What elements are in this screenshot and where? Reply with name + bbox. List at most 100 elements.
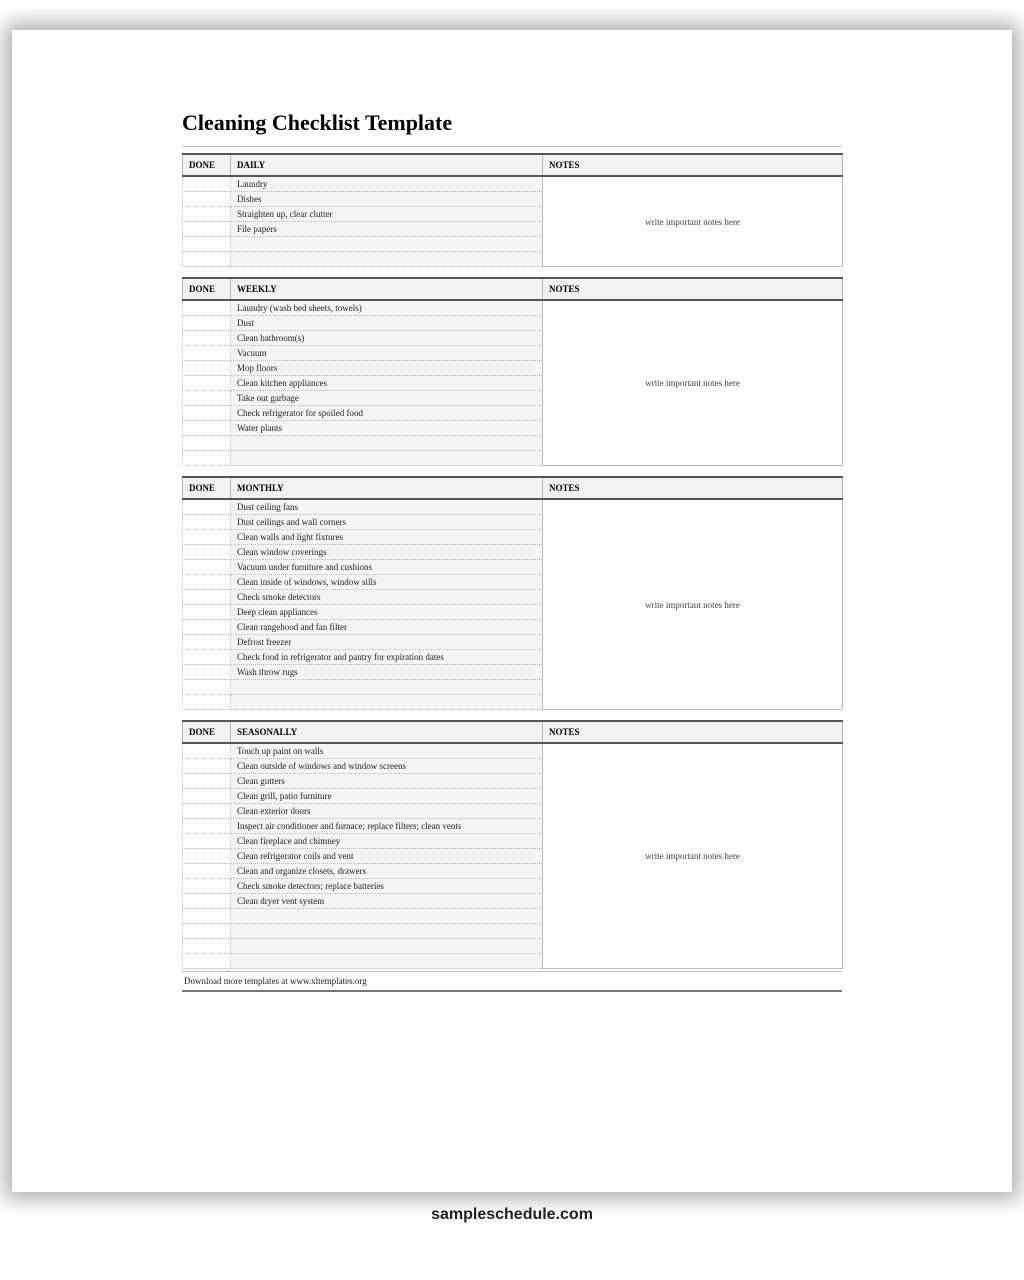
task-cell-blank xyxy=(231,680,543,695)
task-cell: Mop floors xyxy=(231,361,543,376)
done-checkbox[interactable] xyxy=(183,635,231,650)
done-checkbox[interactable] xyxy=(183,391,231,406)
done-checkbox[interactable] xyxy=(183,924,231,939)
task-cell: Dust ceilings and wall corners xyxy=(231,515,543,530)
section-weekly: DONEWEEKLYNOTESLaundry (wash bed sheets,… xyxy=(182,277,843,466)
done-checkbox[interactable] xyxy=(183,864,231,879)
task-cell: Touch up paint on walls xyxy=(231,743,543,759)
task-cell: Clean refrigerator coils and vent xyxy=(231,849,543,864)
done-checkbox[interactable] xyxy=(183,774,231,789)
section-gap xyxy=(182,710,842,720)
task-cell: Vacuum xyxy=(231,346,543,361)
done-checkbox[interactable] xyxy=(183,545,231,560)
done-checkbox[interactable] xyxy=(183,665,231,680)
done-checkbox[interactable] xyxy=(183,939,231,954)
done-checkbox[interactable] xyxy=(183,894,231,909)
done-checkbox[interactable] xyxy=(183,789,231,804)
done-checkbox[interactable] xyxy=(183,560,231,575)
task-cell-blank xyxy=(231,237,543,252)
col-period-header: SEASONALLY xyxy=(231,721,543,743)
section-monthly: DONEMONTHLYNOTESDust ceiling fanswrite i… xyxy=(182,476,843,710)
task-cell: Clean fireplace and chimney xyxy=(231,834,543,849)
section-seasonally: DONESEASONALLYNOTESTouch up paint on wal… xyxy=(182,720,843,969)
done-checkbox[interactable] xyxy=(183,176,231,192)
col-done-header: DONE xyxy=(183,721,231,743)
task-cell: File papers xyxy=(231,222,543,237)
task-cell: Wash throw rugs xyxy=(231,665,543,680)
done-checkbox[interactable] xyxy=(183,237,231,252)
done-checkbox[interactable] xyxy=(183,909,231,924)
task-cell: Deep clean appliances xyxy=(231,605,543,620)
done-checkbox[interactable] xyxy=(183,530,231,545)
task-cell: Clean walls and light fixtures xyxy=(231,530,543,545)
page-title: Cleaning Checklist Template xyxy=(182,110,842,140)
done-checkbox[interactable] xyxy=(183,436,231,451)
done-checkbox[interactable] xyxy=(183,879,231,894)
done-checkbox[interactable] xyxy=(183,376,231,391)
col-notes-header: NOTES xyxy=(543,154,843,176)
task-cell: Clean rangehood and fan filter xyxy=(231,620,543,635)
done-checkbox[interactable] xyxy=(183,954,231,969)
done-checkbox[interactable] xyxy=(183,451,231,466)
done-checkbox[interactable] xyxy=(183,252,231,267)
done-checkbox[interactable] xyxy=(183,759,231,774)
task-cell: Inspect air conditioner and furnace; rep… xyxy=(231,819,543,834)
task-cell: Defrost freezer xyxy=(231,635,543,650)
task-cell: Clean inside of windows, window sills xyxy=(231,575,543,590)
col-done-header: DONE xyxy=(183,278,231,300)
done-checkbox[interactable] xyxy=(183,650,231,665)
document-page: Cleaning Checklist Template DONEDAILYNOT… xyxy=(12,30,1012,1192)
done-checkbox[interactable] xyxy=(183,499,231,515)
notes-area[interactable]: write important notes here xyxy=(543,176,843,267)
done-checkbox[interactable] xyxy=(183,331,231,346)
task-cell: Laundry xyxy=(231,176,543,192)
task-cell-blank xyxy=(231,252,543,267)
task-cell-blank xyxy=(231,909,543,924)
done-checkbox[interactable] xyxy=(183,300,231,316)
task-cell-blank xyxy=(231,695,543,710)
done-checkbox[interactable] xyxy=(183,575,231,590)
done-checkbox[interactable] xyxy=(183,743,231,759)
done-checkbox[interactable] xyxy=(183,316,231,331)
task-cell: Check smoke detectors; replace batteries xyxy=(231,879,543,894)
section-gap xyxy=(182,267,842,277)
done-checkbox[interactable] xyxy=(183,605,231,620)
done-checkbox[interactable] xyxy=(183,222,231,237)
done-checkbox[interactable] xyxy=(183,819,231,834)
done-checkbox[interactable] xyxy=(183,590,231,605)
task-cell-blank xyxy=(231,924,543,939)
done-checkbox[interactable] xyxy=(183,834,231,849)
col-period-header: WEEKLY xyxy=(231,278,543,300)
title-rule xyxy=(182,146,842,147)
task-cell: Clean exterior doors xyxy=(231,804,543,819)
done-checkbox[interactable] xyxy=(183,849,231,864)
done-checkbox[interactable] xyxy=(183,620,231,635)
section-daily: DONEDAILYNOTESLaundrywrite important not… xyxy=(182,153,843,267)
done-checkbox[interactable] xyxy=(183,515,231,530)
done-checkbox[interactable] xyxy=(183,406,231,421)
task-cell: Clean bathroom(s) xyxy=(231,331,543,346)
task-cell: Laundry (wash bed sheets, towels) xyxy=(231,300,543,316)
task-cell: Check refrigerator for spoiled food xyxy=(231,406,543,421)
sections-host: DONEDAILYNOTESLaundrywrite important not… xyxy=(182,153,842,969)
done-checkbox[interactable] xyxy=(183,695,231,710)
task-cell: Clean window coverings xyxy=(231,545,543,560)
footer-note: Download more templates at www.xltemplat… xyxy=(182,971,842,992)
notes-area[interactable]: write important notes here xyxy=(543,743,843,969)
done-checkbox[interactable] xyxy=(183,361,231,376)
done-checkbox[interactable] xyxy=(183,421,231,436)
col-done-header: DONE xyxy=(183,477,231,499)
notes-area[interactable]: write important notes here xyxy=(543,300,843,466)
notes-area[interactable]: write important notes here xyxy=(543,499,843,710)
task-cell-blank xyxy=(231,939,543,954)
task-cell: Dust ceiling fans xyxy=(231,499,543,515)
done-checkbox[interactable] xyxy=(183,207,231,222)
done-checkbox[interactable] xyxy=(183,346,231,361)
task-cell: Clean grill, patio furniture xyxy=(231,789,543,804)
col-done-header: DONE xyxy=(183,154,231,176)
section-gap xyxy=(182,466,842,476)
done-checkbox[interactable] xyxy=(183,680,231,695)
done-checkbox[interactable] xyxy=(183,804,231,819)
done-checkbox[interactable] xyxy=(183,192,231,207)
task-cell: Water plants xyxy=(231,421,543,436)
